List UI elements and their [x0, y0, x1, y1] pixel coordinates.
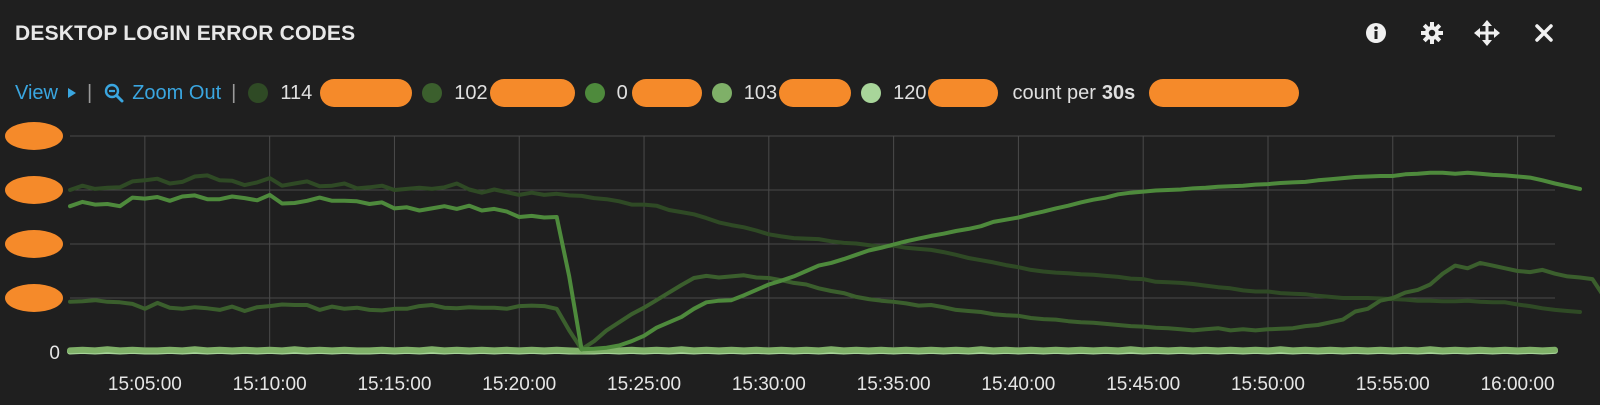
- x-tick-label: 15:40:00: [981, 374, 1055, 395]
- y-tick-label: 0: [49, 343, 60, 364]
- x-axis: 15:05:00 15:10:00 15:15:00 15:20:00 15:25:00…: [108, 374, 1555, 395]
- x-tick-label: 15:15:00: [357, 374, 431, 395]
- y-tick-redaction: [5, 284, 63, 312]
- x-tick-label: 15:30:00: [732, 374, 806, 395]
- x-tick-label: 15:55:00: [1356, 374, 1430, 395]
- x-tick-label: 15:10:00: [233, 374, 307, 395]
- series-line-102: [70, 263, 1600, 349]
- x-tick-label: 15:45:00: [1106, 374, 1180, 395]
- y-tick-redaction: [5, 230, 63, 258]
- x-tick-label: 16:00:00: [1481, 374, 1555, 395]
- y-axis: 0: [5, 122, 63, 364]
- x-tick-label: 15:50:00: [1231, 374, 1305, 395]
- chart-grid: [70, 136, 1555, 352]
- x-tick-label: 15:20:00: [482, 374, 556, 395]
- x-tick-label: 15:25:00: [607, 374, 681, 395]
- series-line-103: [70, 349, 1555, 351]
- chart-series: [70, 173, 1600, 352]
- series-line-0: [70, 173, 1580, 350]
- x-tick-label: 15:35:00: [857, 374, 931, 395]
- y-tick-redaction: [5, 122, 63, 150]
- x-tick-label: 15:05:00: [108, 374, 182, 395]
- y-tick-redaction: [5, 176, 63, 204]
